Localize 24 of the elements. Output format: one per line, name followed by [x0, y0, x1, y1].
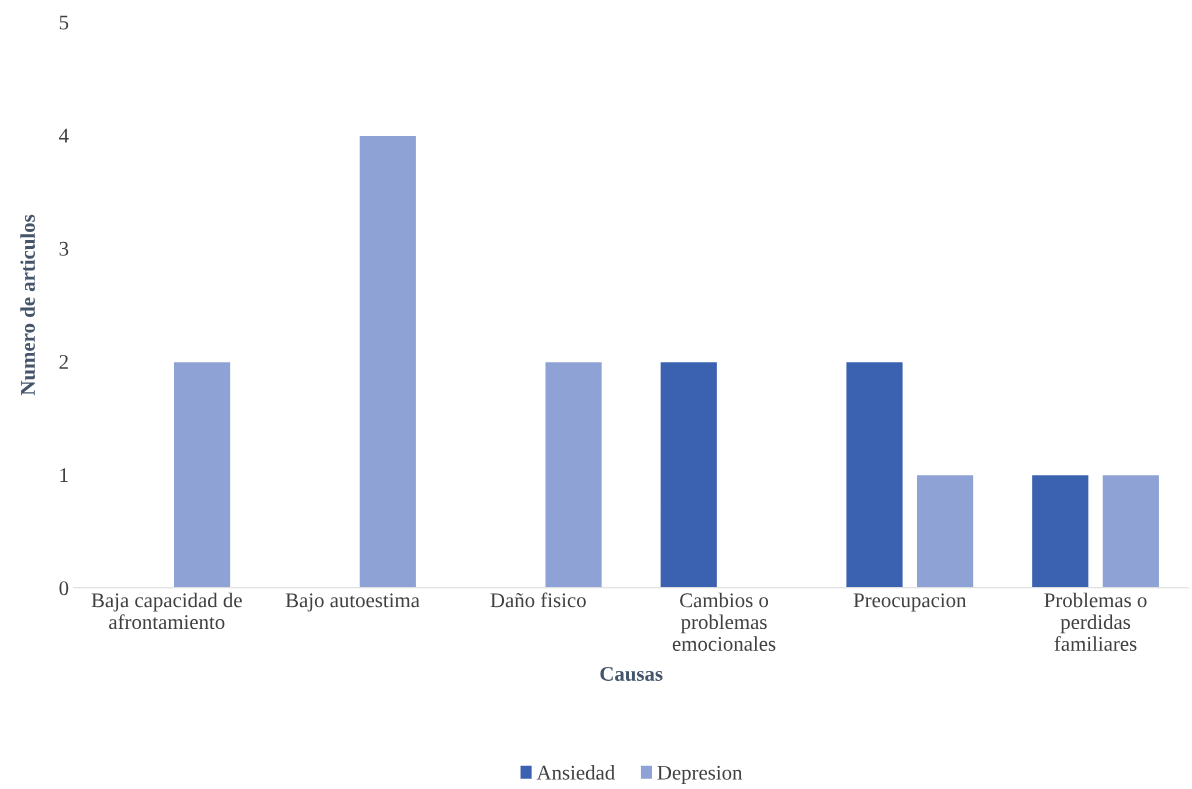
y-tick-label: 5 [59, 15, 69, 30]
x-axis-title: Causas [600, 666, 663, 681]
bar [659, 360, 719, 588]
x-tick-label: Preocupacion [853, 593, 967, 612]
x-tick-label: Bajo autoestima [285, 593, 420, 612]
x-tick-label: Cambios o problemas emocionales [672, 592, 776, 651]
bar [358, 134, 418, 588]
bar [1030, 473, 1090, 588]
y-axis-title: Numero de articulos [20, 214, 35, 396]
y-tick-label: 3 [59, 241, 69, 256]
legend-label: Depresion [657, 765, 743, 784]
bar [1101, 473, 1161, 588]
bar [845, 360, 904, 588]
y-tick-label: 1 [60, 468, 68, 482]
y-tick-label: 0 [59, 581, 69, 596]
y-tick-label: 2 [59, 354, 68, 369]
bar [544, 360, 604, 588]
x-tick-label: Problemas o perdidas familiares [1044, 592, 1147, 651]
x-tick-label: Baja capacidad de afrontamiento [91, 592, 242, 630]
bar [915, 473, 975, 588]
bar [172, 360, 232, 588]
legend-label: Ansiedad [536, 765, 615, 780]
y-tick-label: 4 [59, 128, 69, 143]
x-tick-label: Daño fisico [490, 592, 586, 608]
